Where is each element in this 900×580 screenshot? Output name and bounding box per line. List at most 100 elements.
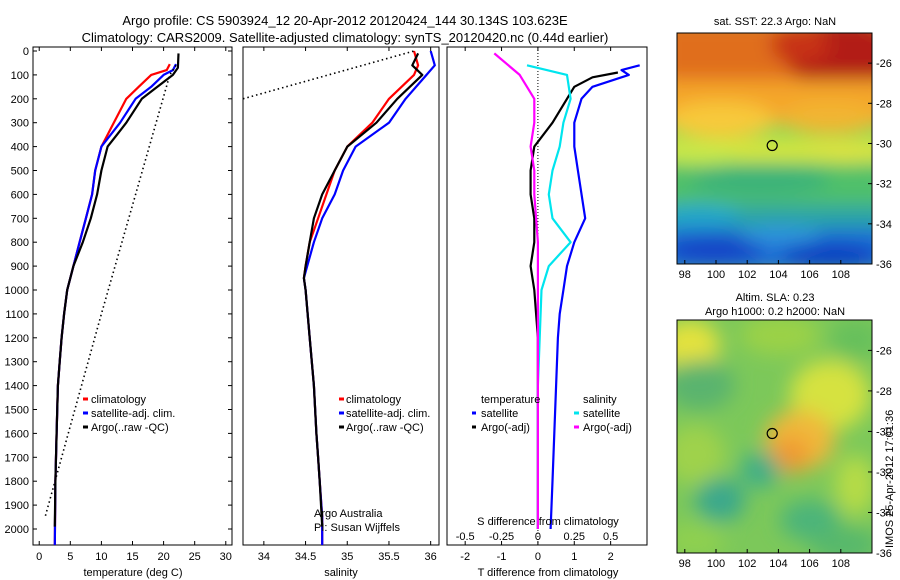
lon-tick-label: 104 <box>769 269 787 281</box>
lon-tick-label: 108 <box>832 269 850 281</box>
difference-axes-frame <box>446 46 648 546</box>
salinity-lines <box>243 50 436 545</box>
t-difference-xlabel: T difference from climatology <box>478 567 619 579</box>
depth-tick-label: 300 <box>11 118 29 130</box>
lat-tick-label: -28 <box>876 386 892 398</box>
sla-heatmap <box>677 320 872 553</box>
header-line2: Climatology: CARS2009. Satellite-adjuste… <box>82 30 609 45</box>
x2-tick-label: -0.5 <box>456 531 475 543</box>
legend-header-temperature: temperature <box>481 394 540 406</box>
legend-label-sal-argo: Argo(-adj) <box>583 422 632 434</box>
depth-tick-label: 900 <box>11 261 29 273</box>
depth-tick-label: 1200 <box>5 333 29 345</box>
lat-tick-label: -26 <box>876 345 892 357</box>
legend-header-salinity: salinity <box>583 394 617 406</box>
lon-tick-label: 102 <box>738 558 756 570</box>
depth-tick-label: 100 <box>11 70 29 82</box>
sla-map-title: Altim. SLA: 0.23 <box>736 292 815 304</box>
temperature-tick-labels: 0 5 10 15 20 25 30 <box>36 47 232 563</box>
lat-tick-label: -36 <box>876 548 892 560</box>
sst-map-frame <box>676 32 873 265</box>
legend-label-argo: Argo(..raw -QC) <box>346 422 424 434</box>
x-tick-label: 0 <box>535 551 541 563</box>
temperature-legend: climatology satellite-adj. clim. Argo(..… <box>83 394 175 434</box>
temperature-axes-frame <box>32 46 233 546</box>
depth-tick-label: 1600 <box>5 428 29 440</box>
x-tick-label: 15 <box>126 551 138 563</box>
salinity-tick-labels: 34 34.5 35 35.5 36 <box>258 47 437 563</box>
x-tick-label: 25 <box>189 551 201 563</box>
depth-tick-label: 600 <box>11 189 29 201</box>
x2-tick-label: 0 <box>535 531 541 543</box>
s-difference-xlabel: S difference from climatology <box>477 516 619 528</box>
lat-tick-label: -34 <box>876 219 892 231</box>
series-line-temperature-satellite <box>549 64 640 530</box>
lon-tick-label: 108 <box>832 558 850 570</box>
lat-tick-label: -30 <box>876 138 892 150</box>
salinity-legend: climatology satellite-adj. clim. Argo(..… <box>339 394 430 434</box>
lat-tick-label: -30 <box>876 426 892 438</box>
sla-map-panel: Altim. SLA: 0.23 Argo h1000: 0.2 h2000: … <box>676 292 892 570</box>
lat-tick-label: -26 <box>876 58 892 70</box>
x-tick-label: 1 <box>571 551 577 563</box>
sst-map-title: sat. SST: 22.3 Argo: NaN <box>714 16 836 28</box>
salinity-panel: 34 34.5 35 35.5 36 climatology satellite-adj… <box>242 46 440 579</box>
depth-tick-label: 1400 <box>5 381 29 393</box>
sst-heatmap <box>677 33 872 264</box>
argo-location-marker <box>766 427 778 440</box>
x-tick-label: 0 <box>36 551 42 563</box>
difference-panel: -2 -1 0 1 2 -0.5 -0.25 0 0.25 0.5 temperature sa… <box>446 46 648 579</box>
x-tick-label: 34.5 <box>295 551 316 563</box>
sla-map-frame <box>676 319 873 554</box>
salinity-xlabel: salinity <box>324 567 358 579</box>
legend-label-satellite: satellite-adj. clim. <box>346 408 430 420</box>
sla-map-subtitle: Argo h1000: 0.2 h2000: NaN <box>705 306 845 318</box>
header-line1: Argo profile: CS 5903924_12 20-Apr-2012 … <box>122 13 568 28</box>
sst-lon-tick-labels: 98 100 102 104 106 108 <box>679 260 850 281</box>
depth-tick-label: 1800 <box>5 476 29 488</box>
lat-tick-label: -32 <box>876 467 892 479</box>
x2-tick-label: -0.25 <box>489 531 514 543</box>
legend-label-temp-argo: Argo(-adj) <box>481 422 530 434</box>
depth-tick-label: 1100 <box>5 309 29 321</box>
lon-tick-label: 100 <box>707 558 725 570</box>
reference-dotted-line <box>44 64 177 517</box>
legend-label-satellite: satellite-adj. clim. <box>91 408 175 420</box>
x-tick-label: -2 <box>460 551 470 563</box>
difference-legend: temperature salinity satellite Argo(-adj… <box>472 394 632 434</box>
depth-tick-label: 1300 <box>5 357 29 369</box>
depth-tick-label: 200 <box>11 94 29 106</box>
s-difference-tick-labels: -0.5 -0.25 0 0.25 0.5 <box>456 531 619 543</box>
series-line-argo-raw-qc- <box>302 52 424 527</box>
series-line-argo-raw-qc- <box>53 53 180 527</box>
sst-map-panel: sat. SST: 22.3 Argo: NaN <box>676 16 892 281</box>
x2-tick-label: 0.25 <box>564 531 585 543</box>
temperature-panel: 0100200300400500600700800900100011001200… <box>5 46 647 579</box>
depth-tick-label: 1500 <box>5 405 29 417</box>
depth-tick-label: 2000 <box>5 524 29 536</box>
lon-tick-label: 106 <box>800 269 818 281</box>
x-tick-label: -1 <box>497 551 507 563</box>
depth-tick-label: 0 <box>23 46 29 58</box>
pi-credit: PI: Susan Wijffels <box>314 522 400 534</box>
x-tick-label: 35 <box>341 551 353 563</box>
t-difference-tick-labels: -2 -1 0 1 2 <box>460 47 614 563</box>
argo-location-marker <box>766 139 778 152</box>
x-tick-label: 34 <box>258 551 270 563</box>
depth-tick-label: 800 <box>11 237 29 249</box>
x-tick-label: 36 <box>425 551 437 563</box>
x2-tick-label: 0.5 <box>603 531 618 543</box>
legend-label-temp-satellite: satellite <box>481 408 518 420</box>
x-tick-label: 35.5 <box>378 551 399 563</box>
depth-tick-label: 1900 <box>5 500 29 512</box>
depth-tick-label: 500 <box>11 166 29 178</box>
lon-tick-label: 100 <box>707 269 725 281</box>
depth-tick-label: 1000 <box>5 285 29 297</box>
depth-tick-label: 400 <box>11 142 29 154</box>
lat-tick-label: -34 <box>876 507 892 519</box>
lon-tick-label: 98 <box>679 558 691 570</box>
lat-tick-label: -32 <box>876 179 892 191</box>
salinity-axes-frame <box>242 46 440 546</box>
temperature-lines <box>44 53 180 545</box>
lon-tick-label: 102 <box>738 269 756 281</box>
